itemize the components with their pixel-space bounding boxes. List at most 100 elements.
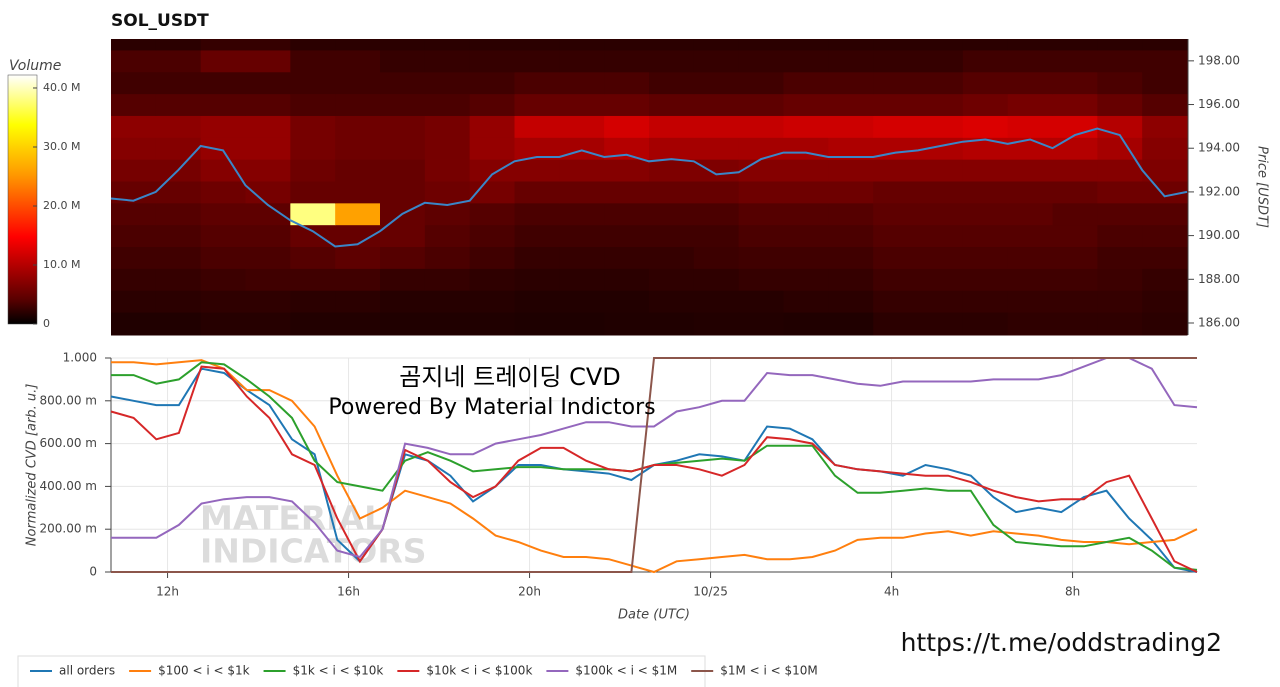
heatmap-cell xyxy=(1142,268,1188,291)
heatmap-cell xyxy=(828,312,874,336)
heatmap-cell xyxy=(469,224,515,248)
heatmap-cell xyxy=(962,159,1009,182)
heatmap-cell xyxy=(962,49,1009,73)
heatmap-cell xyxy=(200,246,246,269)
heatmap-cell xyxy=(1007,93,1053,116)
heatmap-cell xyxy=(200,49,246,73)
heatmap-cell xyxy=(1097,159,1143,182)
y-axis-label: Normalized CVD [arb. u.] xyxy=(25,384,40,547)
heatmap-cell xyxy=(335,159,381,182)
heatmap-cell xyxy=(649,312,695,336)
heatmap-cell xyxy=(514,290,560,313)
heatmap-cell xyxy=(1007,202,1053,226)
heatmap-cell xyxy=(290,71,336,95)
heatmap-cell xyxy=(738,93,784,116)
heatmap-cell xyxy=(783,115,829,138)
heatmap-cell xyxy=(514,71,560,95)
colorbar-tick-label: 10.0 M xyxy=(43,258,80,271)
heatmap-cell xyxy=(559,159,605,182)
y-tick-label: 1.000 xyxy=(63,351,97,365)
heatmap-cell xyxy=(245,115,291,138)
heatmap-cell xyxy=(693,246,740,269)
heatmap-cell xyxy=(559,71,605,95)
heatmap-cell xyxy=(1007,312,1053,336)
heatmap-cell xyxy=(469,246,515,269)
heatmap-cell xyxy=(783,202,829,226)
heatmap-cell xyxy=(604,290,650,313)
heatmap-cell xyxy=(649,39,695,51)
heatmap-cell xyxy=(783,49,829,73)
heatmap-cell xyxy=(559,115,605,138)
heatmap-cell xyxy=(873,49,919,73)
heatmap-cell xyxy=(245,71,291,95)
heatmap-cell xyxy=(738,202,784,226)
heatmap-cell xyxy=(828,39,874,51)
colorbar-tick-label: 20.0 M xyxy=(43,199,80,212)
heatmap-cell xyxy=(111,268,157,291)
heatmap-cell xyxy=(424,290,471,313)
heatmap-cell xyxy=(245,224,291,248)
heatmap-cell xyxy=(604,312,650,336)
y-tick-label: 188.00 xyxy=(1198,272,1240,286)
heatmap-cell xyxy=(111,246,157,269)
heatmap-cell xyxy=(828,137,874,160)
heatmap-cell xyxy=(604,224,650,248)
heatmap-cell xyxy=(200,180,246,204)
heatmap-cell xyxy=(693,159,740,182)
heatmap-cell xyxy=(873,268,919,291)
heatmap-cell xyxy=(1142,312,1188,336)
heatmap-cell xyxy=(335,39,381,51)
heatmap-cell xyxy=(111,115,157,138)
heatmap-cell xyxy=(873,180,919,204)
heatmap-cell xyxy=(290,137,336,160)
x-tick-label: 10/25 xyxy=(693,585,728,599)
heatmap-cell xyxy=(1007,180,1053,204)
heatmap-cell xyxy=(380,246,426,269)
heatmap-cell xyxy=(873,93,919,116)
heatmap-cell xyxy=(469,159,515,182)
heatmap-cell xyxy=(693,137,740,160)
watermark: INDICATORS xyxy=(200,532,427,571)
y-tick-label: 192.00 xyxy=(1198,184,1240,198)
heatmap-cell xyxy=(559,224,605,248)
heatmap-cell xyxy=(469,71,515,95)
heatmap-cell xyxy=(918,312,964,336)
heatmap-cell xyxy=(245,49,291,73)
heatmap-cell xyxy=(783,93,829,116)
heatmap-cell xyxy=(335,115,381,138)
heatmap-cell xyxy=(828,159,874,182)
heatmap-cell xyxy=(693,39,740,51)
heatmap-cell xyxy=(559,268,605,291)
y-tick-label: 400.00 m xyxy=(40,479,98,493)
heatmap-cell xyxy=(155,39,202,51)
x-tick-label: 8h xyxy=(1065,585,1080,599)
heatmap-cell xyxy=(1007,246,1053,269)
heatmap-cell xyxy=(873,39,919,51)
heatmap-cell xyxy=(290,49,336,73)
heatmap-cell xyxy=(962,71,1009,95)
heatmap-cell xyxy=(783,159,829,182)
heatmap-cell xyxy=(962,268,1009,291)
heatmap-cell xyxy=(738,180,784,204)
heatmap-cell xyxy=(1007,268,1053,291)
heatmap-cell xyxy=(1142,224,1188,248)
heatmap-cell xyxy=(604,202,650,226)
heatmap-cell xyxy=(514,312,560,336)
heatmap-cell xyxy=(1007,137,1053,160)
heatmap-cell xyxy=(155,312,202,336)
heatmap-cell xyxy=(1007,39,1053,51)
series-line xyxy=(110,365,1198,573)
heatmap-cell xyxy=(290,39,336,51)
heatmap-cell xyxy=(1007,290,1053,313)
heatmap-cell xyxy=(469,268,515,291)
heatmap-cell xyxy=(738,39,784,51)
heatmap-cell xyxy=(604,93,650,116)
heatmap-cell xyxy=(649,93,695,116)
heatmap-cell xyxy=(200,93,246,116)
heatmap-cell xyxy=(514,268,560,291)
heatmap-cell xyxy=(1052,224,1098,248)
heatmap-cell xyxy=(200,268,246,291)
heatmap-cell xyxy=(1097,180,1143,204)
heatmap-cell xyxy=(514,224,560,248)
heatmap-cell xyxy=(1142,290,1188,313)
